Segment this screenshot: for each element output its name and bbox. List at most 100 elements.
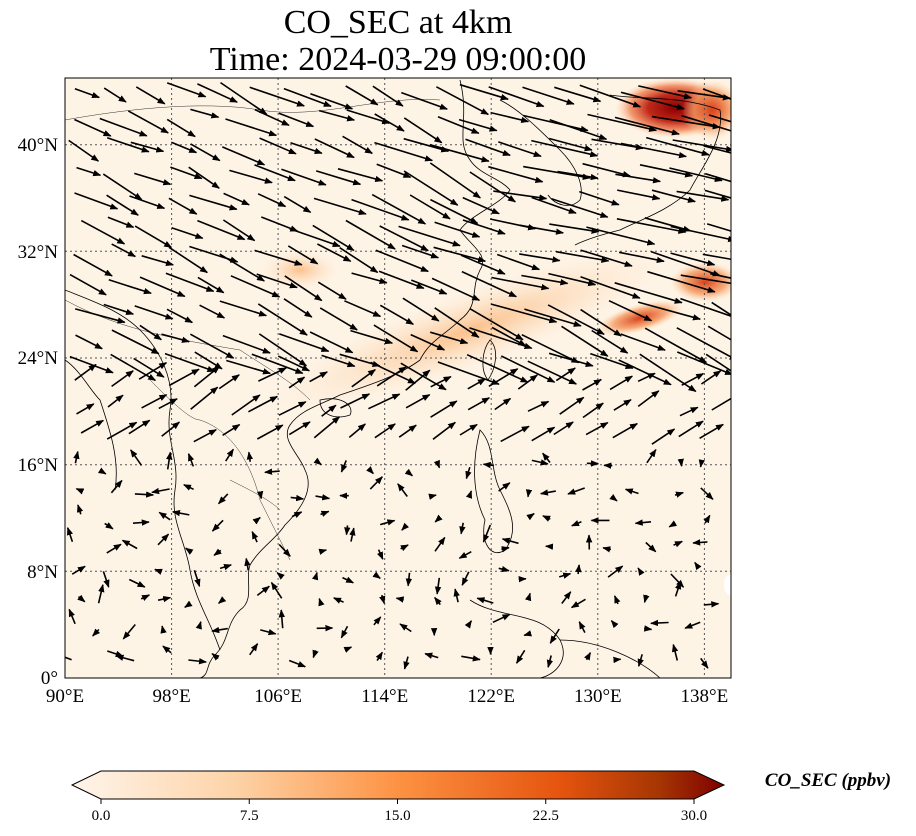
wind-vector <box>409 194 451 220</box>
wind-vector <box>434 221 481 238</box>
wind-vector <box>699 423 724 439</box>
wind-vector <box>134 172 172 186</box>
wind-vector <box>459 423 478 436</box>
wind-vector <box>549 223 600 234</box>
wind-vector <box>254 108 290 127</box>
wind-vector <box>310 93 354 110</box>
wind-vector <box>428 493 437 500</box>
wind-vector <box>542 515 551 522</box>
wind-vector <box>591 329 629 354</box>
wind-vector <box>103 303 135 315</box>
wind-vector <box>676 327 731 361</box>
wind-vector <box>608 299 653 322</box>
bay-of-bengal-coast <box>65 359 117 491</box>
wind-vector <box>129 195 166 210</box>
wind-vector <box>458 118 498 132</box>
wind-vector <box>106 194 139 216</box>
wind-vector <box>158 398 178 410</box>
wind-vector <box>321 404 337 417</box>
hainan-coast <box>319 398 352 418</box>
wind-vector <box>465 466 472 480</box>
wind-vector <box>515 649 526 664</box>
wind-vector <box>279 333 330 353</box>
colorbar: 0.0 7.5 15.0 22.5 30.0 <box>70 770 726 824</box>
wind-vector <box>643 625 653 632</box>
wind-vector <box>141 255 174 266</box>
wind-vectors <box>65 81 731 670</box>
wind-vector <box>580 308 622 337</box>
wind-vector <box>107 216 135 229</box>
wind-vector <box>403 137 450 153</box>
wind-vector <box>190 333 235 359</box>
wind-vector <box>521 333 580 364</box>
wind-vector <box>373 324 419 353</box>
wind-vector <box>703 145 731 154</box>
wind-vector <box>638 85 693 100</box>
wind-vector <box>404 468 414 477</box>
wind-vector <box>161 333 190 343</box>
wind-vector <box>74 363 97 381</box>
wind-vector <box>314 138 355 159</box>
wind-vector <box>76 166 102 177</box>
lat-tick-24: 24°N <box>18 348 59 369</box>
wind-vector <box>639 164 694 178</box>
wind-vector <box>122 623 136 640</box>
wind-vector <box>251 530 259 543</box>
lon-tick-122: 122°E <box>467 686 515 707</box>
wind-vector <box>371 193 427 225</box>
wind-vector <box>375 651 383 662</box>
wind-vector <box>618 359 672 386</box>
wind-vector <box>264 468 280 475</box>
wind-vector <box>437 115 480 135</box>
wind-vector <box>571 520 582 527</box>
wind-vector <box>71 565 86 575</box>
wind-vector <box>501 537 519 545</box>
wind-vector <box>637 654 644 667</box>
plume-hotspot-north-east <box>682 80 731 140</box>
wind-vector <box>465 490 473 499</box>
wind-vector <box>400 544 409 552</box>
wind-vector <box>121 539 138 550</box>
wind-vector <box>154 568 163 575</box>
wind-vector <box>283 298 313 318</box>
wind-vector <box>351 368 376 388</box>
wind-vector <box>171 141 198 154</box>
wind-vector <box>278 543 291 557</box>
wind-vector <box>197 83 238 103</box>
wind-vector <box>547 304 605 336</box>
wind-vector <box>166 118 196 138</box>
wind-vector <box>193 569 201 588</box>
wind-vector <box>223 192 250 206</box>
wind-vector <box>403 170 459 206</box>
wind-vector <box>490 111 530 124</box>
wind-vector <box>677 458 684 467</box>
wind-vector <box>681 114 731 132</box>
wind-vector <box>110 353 157 382</box>
wind-vector <box>162 645 172 654</box>
wind-vector <box>531 459 549 466</box>
wind-vector <box>217 596 227 604</box>
wind-vector <box>231 394 261 416</box>
wind-vector <box>111 370 134 388</box>
wind-vector <box>399 623 412 633</box>
borneo-coast <box>469 599 564 678</box>
wind-vector <box>283 87 332 108</box>
wind-vector <box>464 620 473 629</box>
wind-vector <box>368 393 401 410</box>
wind-vector <box>346 109 391 125</box>
wind-vector <box>531 196 577 214</box>
wind-vector <box>523 630 532 637</box>
wind-vector <box>333 597 344 604</box>
wind-vector <box>482 524 492 543</box>
wind-vector <box>585 421 609 436</box>
wind-vector <box>194 351 223 370</box>
wind-vector <box>344 525 351 536</box>
wind-vector <box>674 491 684 498</box>
wind-vector <box>379 304 414 325</box>
wind-vector <box>313 457 322 466</box>
wind-vector <box>677 90 731 101</box>
wind-vector <box>189 194 238 211</box>
wind-vector <box>278 112 315 128</box>
wind-vector <box>496 253 541 271</box>
wind-vector <box>190 108 220 119</box>
